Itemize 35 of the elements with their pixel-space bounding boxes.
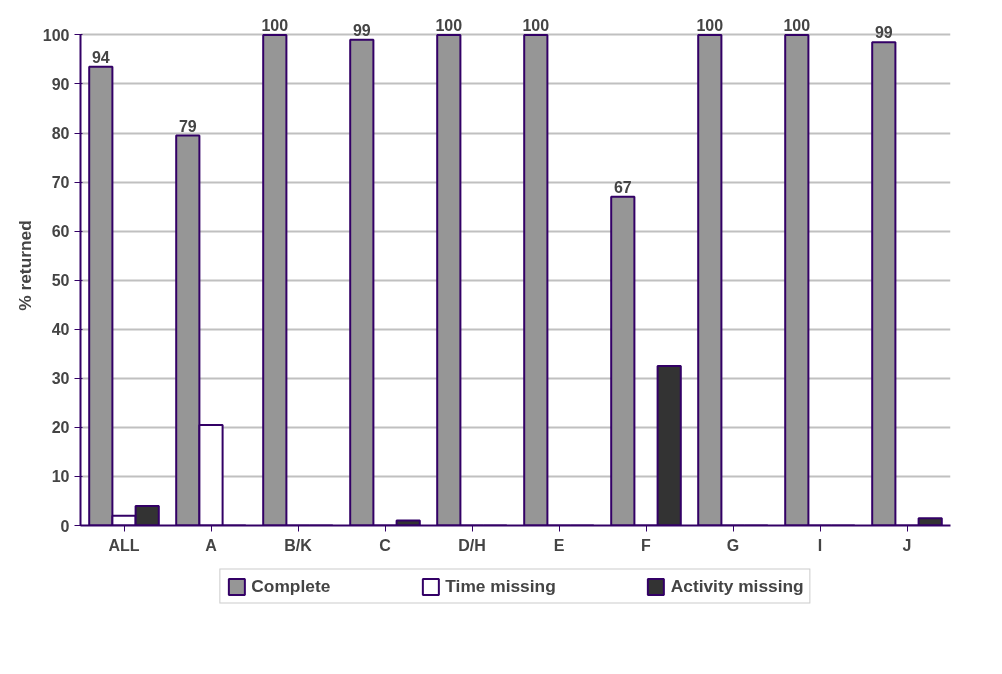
data-label: 100: [261, 16, 289, 34]
y-tick-label: 10: [51, 468, 70, 486]
x-tick-label: F: [641, 536, 652, 554]
x-tick-label: E: [553, 536, 565, 554]
legend-label: Time missing: [445, 575, 556, 597]
data-label: 100: [783, 16, 811, 34]
y-tick-label: 40: [51, 321, 70, 339]
x-tick-label: D/H: [458, 536, 486, 554]
y-tick-label: 100: [42, 26, 70, 44]
x-tick-label: G: [726, 536, 740, 554]
data-label: 67: [613, 178, 632, 196]
data-label: 100: [435, 16, 463, 34]
y-tick-label: 30: [51, 370, 70, 388]
data-label: 99: [352, 21, 371, 39]
y-tick-label: 0: [60, 517, 70, 535]
y-tick-label: 70: [51, 174, 70, 192]
x-tick-label: J: [902, 536, 912, 554]
y-tick-label: 60: [51, 223, 70, 241]
x-tick-label: A: [205, 536, 218, 554]
y-tick-label: 50: [51, 272, 70, 290]
y-tick-label: 80: [51, 125, 70, 143]
legend-label: Activity missing: [670, 575, 804, 597]
data-label: 99: [874, 24, 893, 42]
legend-label: Complete: [251, 575, 331, 597]
y-tick-label: 20: [51, 419, 70, 437]
data-label: 94: [91, 48, 110, 66]
x-tick-label: B/K: [284, 536, 313, 554]
data-label: 100: [522, 16, 550, 34]
data-label: 79: [178, 117, 197, 135]
y-tick-label: 90: [51, 75, 70, 93]
data-label: 100: [696, 16, 724, 34]
x-tick-label: C: [379, 536, 392, 554]
y-axis-title: % returned: [14, 220, 35, 311]
x-tick-label: ALL: [108, 536, 140, 554]
x-tick-label: I: [817, 536, 823, 554]
